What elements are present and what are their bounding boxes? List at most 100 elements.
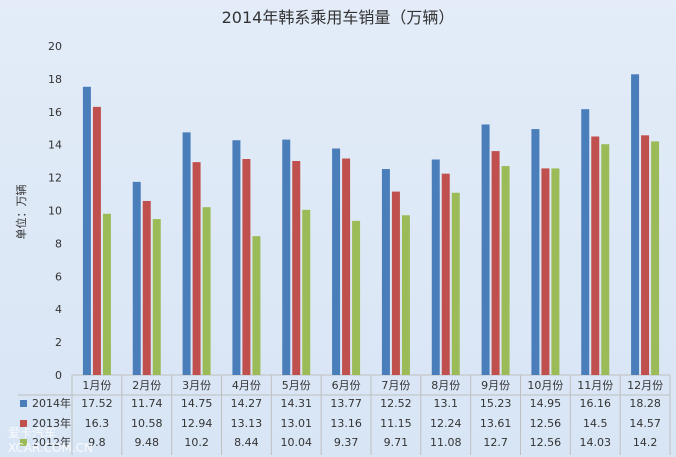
table-value: 12.56: [530, 417, 562, 430]
bar-2014年-9月份: [481, 124, 490, 376]
x-tick-label: 12月份: [627, 379, 663, 392]
bar-2014年-10月份: [531, 129, 540, 375]
x-axis-ticks: 1月份 2月份 3月份 4月份 5月份 6月份 7月份 8月份 9月份 10月份 11月份 12月份: [82, 379, 663, 392]
y-tick-label: 10: [48, 205, 62, 218]
x-tick-label: 4月份: [232, 379, 261, 392]
bar-2012年-2月份: [152, 219, 161, 375]
bar-2013年-9月份: [491, 151, 500, 375]
table-value: 14.5: [583, 417, 608, 430]
bar-2012年-6月份: [352, 220, 361, 375]
table-value: 10.2: [184, 436, 209, 449]
table-value: 13.77: [330, 397, 362, 410]
bar-2013年-7月份: [391, 191, 400, 375]
table-value: 11.15: [380, 417, 412, 430]
chart-title: 2014年韩系乘用车销量（万辆）: [222, 8, 455, 27]
table-value: 14.27: [231, 397, 263, 410]
table-value: 13.01: [281, 417, 313, 430]
watermark-url: XCAR.COM.CN: [8, 441, 93, 455]
table-value: 11.74: [131, 397, 163, 410]
bar-2014年-4月份: [232, 140, 241, 375]
table-value: 14.57: [629, 417, 661, 430]
bar-2013年-10月份: [541, 168, 550, 375]
x-tick-label: 3月份: [182, 379, 211, 392]
table-value: 9.37: [334, 436, 359, 449]
table-value: 9.71: [384, 436, 409, 449]
bar-2012年-10月份: [551, 168, 560, 375]
table-value: 9.48: [135, 436, 160, 449]
legend-label: 2014年: [32, 396, 71, 410]
bar-2013年-11月份: [591, 136, 600, 375]
table-value: 12.94: [181, 417, 213, 430]
x-tick-label: 6月份: [332, 379, 361, 392]
x-tick-label: 10月份: [527, 379, 563, 392]
table-value: 10.04: [281, 436, 313, 449]
bar-2013年-4月份: [242, 159, 251, 375]
bar-2012年-1月份: [102, 213, 111, 375]
table-value: 12.52: [380, 397, 412, 410]
legend-swatch: [20, 420, 27, 427]
y-tick-label: 4: [55, 303, 62, 316]
x-tick-label: 1月份: [82, 379, 111, 392]
bar-2012年-11月份: [601, 144, 610, 375]
table-value: 14.31: [281, 397, 313, 410]
bar-2012年-3月份: [202, 207, 211, 375]
y-tick-label: 8: [55, 237, 62, 250]
table-value: 14.03: [580, 436, 612, 449]
bar-2013年-5月份: [292, 160, 301, 375]
x-tick-label: 5月份: [282, 379, 311, 392]
table-value: 14.2: [633, 436, 658, 449]
table-value: 8.44: [234, 436, 259, 449]
table-value: 18.28: [629, 397, 661, 410]
table-value: 9.8: [88, 436, 106, 449]
bar-2012年-9月份: [501, 166, 510, 375]
data-table: 2014年 17.52 11.74 14.75 14.27 14.31 13.77 12.52…: [18, 375, 671, 455]
table-value: 10.58: [131, 417, 163, 430]
y-axis-ticks: 0 2 4 6 8 10 12 14 16 18 20: [48, 40, 62, 382]
table-value: 13.13: [231, 417, 263, 430]
table-value: 12.7: [483, 436, 508, 449]
bar-2014年-11月份: [581, 109, 590, 375]
bar-2012年-4月份: [252, 236, 261, 375]
y-axis-label: 单位：万辆: [14, 185, 28, 240]
legend-label: 2012年: [32, 435, 71, 449]
table-value: 16.3: [85, 417, 110, 430]
legend-swatch: [20, 400, 27, 407]
table-value: 17.52: [81, 397, 113, 410]
bar-2013年-12月份: [641, 135, 650, 375]
bar-2013年-2月份: [142, 200, 151, 375]
bar-2014年-5月份: [282, 139, 291, 375]
bar-2014年-6月份: [332, 148, 341, 375]
x-tick-label: 11月份: [577, 379, 613, 392]
table-value: 14.95: [530, 397, 562, 410]
table-value: 13.16: [330, 417, 362, 430]
table-value: 12.24: [430, 417, 462, 430]
y-tick-label: 0: [55, 369, 62, 382]
table-value: 14.75: [181, 397, 213, 410]
y-tick-label: 2: [55, 336, 62, 349]
bar-2014年-1月份: [82, 86, 91, 376]
y-tick-label: 16: [48, 106, 62, 119]
bars: [82, 74, 660, 376]
table-value: 13.61: [480, 417, 512, 430]
y-tick-label: 14: [48, 139, 62, 152]
bar-2014年-3月份: [182, 132, 191, 375]
bar-2012年-12月份: [651, 141, 660, 375]
bar-2014年-7月份: [381, 169, 390, 375]
bar-2012年-5月份: [302, 209, 311, 375]
table-value: 11.08: [430, 436, 462, 449]
table-value: 15.23: [480, 397, 512, 410]
y-tick-label: 20: [48, 40, 62, 53]
bar-2012年-7月份: [401, 215, 410, 375]
legend-label: 2013年: [32, 416, 71, 430]
bar-2014年-8月份: [431, 159, 440, 375]
bar-2013年-6月份: [342, 158, 351, 375]
x-tick-label: 8月份: [431, 379, 460, 392]
x-tick-label: 2月份: [132, 379, 161, 392]
bar-2014年-12月份: [631, 74, 640, 375]
x-tick-label: 7月份: [381, 379, 410, 392]
y-tick-label: 6: [55, 270, 62, 283]
x-tick-label: 9月份: [481, 379, 510, 392]
y-tick-label: 12: [48, 172, 62, 185]
